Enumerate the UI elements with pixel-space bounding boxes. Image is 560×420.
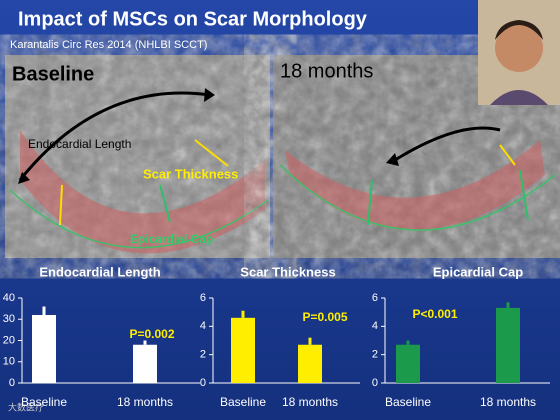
y-tick-label: 2 [200,349,206,361]
x-tick-label: Baseline [385,395,431,409]
bar [298,344,322,383]
y-tick-label: 30 [3,313,15,325]
y-tick-label: 4 [372,320,378,332]
y-tick-label: 0 [372,377,378,389]
chart-title: Epicardial Cap [433,264,523,279]
image-annotation: Epicardial Cap [130,232,213,246]
y-tick-label: 4 [200,320,206,332]
bar [496,307,520,383]
bar [396,344,420,383]
y-tick-label: 20 [3,334,15,346]
chart-title: Scar Thickness [240,264,335,279]
slide-subtitle: Karantalis Circ Res 2014 (NHLBI SCCT) [10,39,207,51]
x-tick-label: 18 months [282,395,338,409]
x-tick-label: Baseline [220,395,266,409]
y-tick-label: 40 [3,292,15,304]
y-tick-label: 0 [200,377,206,389]
bar [32,315,56,383]
speaker-photo [478,0,560,105]
p-value: P=0.002 [129,327,174,341]
slide-title: Impact of MSCs on Scar Morphology [18,8,368,30]
y-tick-label: 6 [372,292,378,304]
bar [231,317,255,383]
y-tick-label: 2 [372,349,378,361]
image-annotation: Scar Thickness [143,166,238,181]
x-tick-label: Baseline [21,395,67,409]
x-tick-label: 18 months [480,395,536,409]
followup-image [273,55,560,258]
y-tick-label: 10 [3,356,15,368]
y-tick-label: 6 [200,292,206,304]
image-label: Baseline [12,63,94,85]
x-tick-label: 18 months [117,395,173,409]
chart-title: Endocardial Length [39,264,160,279]
baseline-image [5,55,270,258]
bar [133,344,157,383]
p-value: P=0.005 [302,310,347,324]
image-label: 18 months [280,60,373,82]
watermark: 大数医疗 [8,401,44,412]
image-annotation: Endocardial Length [28,137,131,151]
p-value: P<0.001 [412,307,457,321]
y-tick-label: 0 [9,377,15,389]
